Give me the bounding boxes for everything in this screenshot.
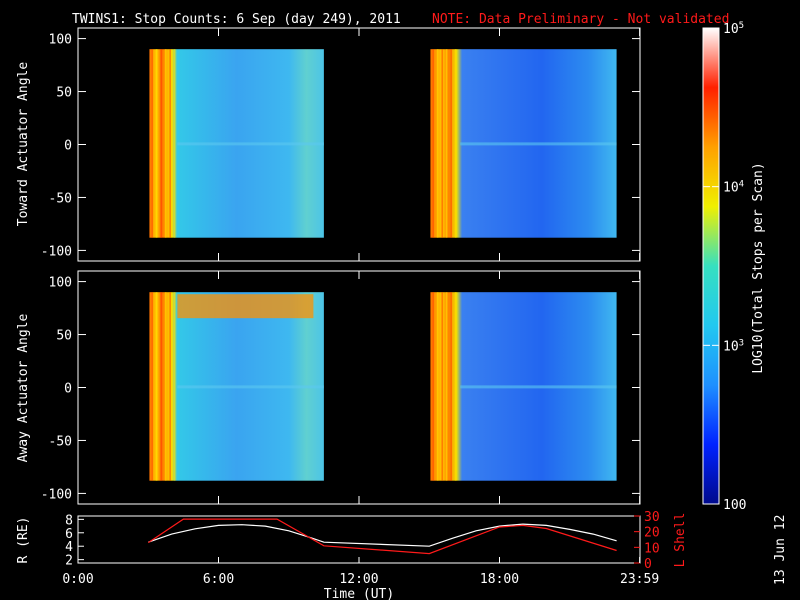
away-panel: 100 50 0 -50 -100 Away Actuator Angle xyxy=(16,270,641,505)
orbit-right-ylabel: L Shell xyxy=(673,513,688,568)
heatmap-streak xyxy=(155,49,158,238)
plot-title: TWINS1: Stop Counts: 6 Sep (day 249), 20… xyxy=(72,12,401,27)
away-yaxis: 100 50 0 -50 -100 xyxy=(41,271,641,504)
colorbar-frame xyxy=(702,27,720,505)
heatmap-streak xyxy=(450,292,452,481)
toward-heatmap xyxy=(149,49,617,238)
away-heatmap xyxy=(149,292,617,481)
y-tick-label: -100 xyxy=(41,244,72,259)
y-tick-label: 0 xyxy=(64,382,72,397)
heatmap-streak xyxy=(169,292,171,481)
heatmap-streak xyxy=(160,49,162,238)
heatmap-streak xyxy=(454,292,457,481)
heatmap-streak xyxy=(432,49,434,238)
x-tick-label: 18:00 xyxy=(480,572,519,587)
orbit-lines xyxy=(147,518,617,555)
away-ylabel: Away Actuator Angle xyxy=(16,313,31,462)
x-tick-label: 6:00 xyxy=(203,572,234,587)
x-tick-label: 23:59 xyxy=(620,572,659,587)
heatmap-streak xyxy=(436,292,439,481)
colorbar-fill xyxy=(703,28,719,504)
heatmap-streak xyxy=(151,292,153,481)
heatmap-streak xyxy=(164,292,167,481)
toward-ylabel: Toward Actuator Angle xyxy=(16,62,31,227)
left-y-tick-label: 2 xyxy=(65,554,73,569)
preliminary-note: NOTE: Data Preliminary - Not validated xyxy=(432,12,729,27)
date-stamp: 13 Jun 12 xyxy=(773,515,788,585)
zero-angle-band xyxy=(460,142,617,146)
radius-line xyxy=(148,523,617,547)
y-tick-label: -50 xyxy=(49,434,72,449)
colorbar-tick-label: 104 xyxy=(723,180,744,196)
heatmap-streak xyxy=(441,292,443,481)
colorbar-tick-label: 105 xyxy=(723,21,744,37)
heatmap-streak xyxy=(436,49,439,238)
right-y-tick-label: 30 xyxy=(644,510,660,525)
y-tick-label: 100 xyxy=(49,33,72,48)
toward-panel: 100 50 0 -50 -100 Toward Actuator Angle xyxy=(16,27,641,262)
left-y-tick-label: 8 xyxy=(65,513,73,528)
right-y-tick-label: 10 xyxy=(644,541,660,556)
y-tick-label: 100 xyxy=(49,276,72,291)
lshell-line xyxy=(147,518,617,555)
right-y-tick-label: 0 xyxy=(644,557,652,572)
x-tick-label: 0:00 xyxy=(62,572,93,587)
colorbar-label: LOG10(Total Stops per Scan) xyxy=(751,162,766,373)
zero-angle-band xyxy=(177,142,324,146)
colorbar: 105 104 103 100 LOG10(Total Stops per Scan) xyxy=(702,21,766,513)
heatmap-streak xyxy=(160,292,162,481)
heatmap-streak xyxy=(454,49,457,238)
zero-angle-band xyxy=(177,385,324,389)
y-tick-label: 50 xyxy=(56,86,72,101)
toward-yaxis: 100 50 0 -50 -100 xyxy=(41,28,641,261)
colorbar-tick-label: 100 xyxy=(723,498,746,513)
heatmap-streak xyxy=(445,49,448,238)
left-y-tick-label: 6 xyxy=(65,527,73,542)
heatmap-hot-band xyxy=(177,294,314,319)
y-tick-label: 50 xyxy=(56,329,72,344)
orbit-panel-frame xyxy=(77,515,641,564)
heatmap-streak xyxy=(164,49,167,238)
y-tick-label: -100 xyxy=(41,487,72,502)
left-y-tick-label: 4 xyxy=(65,540,73,555)
heatmap-streak xyxy=(450,49,452,238)
y-tick-label: -50 xyxy=(49,191,72,206)
heatmap-streak xyxy=(151,49,153,238)
colorbar-ticks: 105 104 103 100 xyxy=(703,21,746,513)
x-tick-label: 12:00 xyxy=(339,572,378,587)
orbit-left-ylabel: R (RE) xyxy=(16,517,31,564)
right-y-tick-label: 20 xyxy=(644,526,660,541)
heatmap-streak xyxy=(445,292,448,481)
heatmap-streak xyxy=(441,49,443,238)
heatmap-streak xyxy=(173,292,176,481)
heatmap-streak xyxy=(432,292,434,481)
time-axis-label: Time (UT) xyxy=(324,587,394,600)
colorbar-tick-label: 103 xyxy=(723,338,744,354)
zero-angle-band xyxy=(460,385,617,389)
heatmap-streak xyxy=(173,49,176,238)
heatmap-streak xyxy=(169,49,171,238)
y-tick-label: 0 xyxy=(64,139,72,154)
heatmap-streak xyxy=(155,292,158,481)
